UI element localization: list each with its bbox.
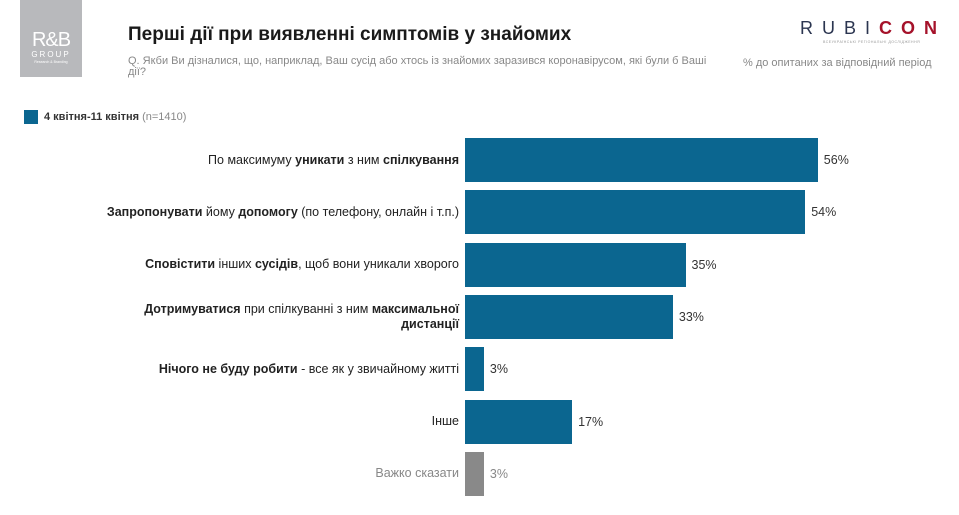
- data-label: 3%: [489, 362, 508, 377]
- category-label: Важко сказати: [375, 466, 459, 481]
- bar: [465, 242, 686, 287]
- data-label: 17%: [578, 414, 604, 429]
- category-label: Нічого не буду робити - все як у звичайн…: [158, 361, 459, 376]
- data-label: 35%: [691, 257, 717, 272]
- chart-title: Перші дії при виявленні симптомів у знай…: [128, 24, 572, 45]
- unit-note: % до опитаних за відповідний період: [743, 57, 932, 69]
- category-label: По максимуму уникати з ним спілкування: [208, 152, 459, 167]
- rubicon-tagline: ВСЕУКРАЇНСЬКІ РЕГІОНАЛЬНІ ДОСЛІДЖЕННЯ: [823, 40, 921, 44]
- legend: 4 квітня-11 квітня (n=1410): [24, 110, 186, 124]
- legend-label: 4 квітня-11 квітня: [44, 111, 140, 123]
- rubicon-logo: RUBICON: [800, 18, 947, 38]
- data-label: 54%: [811, 205, 837, 220]
- category-label: Запропонувати йому допомогу (по телефону…: [106, 204, 459, 219]
- legend-sample-size: (n=1410): [142, 111, 187, 123]
- bar: [465, 347, 484, 392]
- bar: [465, 399, 573, 444]
- data-label: 33%: [678, 309, 704, 324]
- category-label: Інше: [431, 414, 459, 428]
- bar: [465, 451, 484, 496]
- category-label: Сповістити інших сусідів, щоб вони уника…: [145, 257, 459, 272]
- bar: [465, 138, 818, 182]
- legend-swatch: [24, 110, 38, 124]
- data-label: 56%: [823, 153, 849, 167]
- question-text: Q. Якби Ви дізналися, що, наприклад, Ваш…: [128, 55, 707, 78]
- data-label: 3%: [489, 466, 508, 481]
- bar: [465, 190, 806, 235]
- rb-group-logo: R&B GROUP Research & Branding: [20, 0, 82, 77]
- bar: [465, 294, 673, 339]
- category-label: Дотримуватися при спілкуванні з ним макс…: [144, 301, 459, 331]
